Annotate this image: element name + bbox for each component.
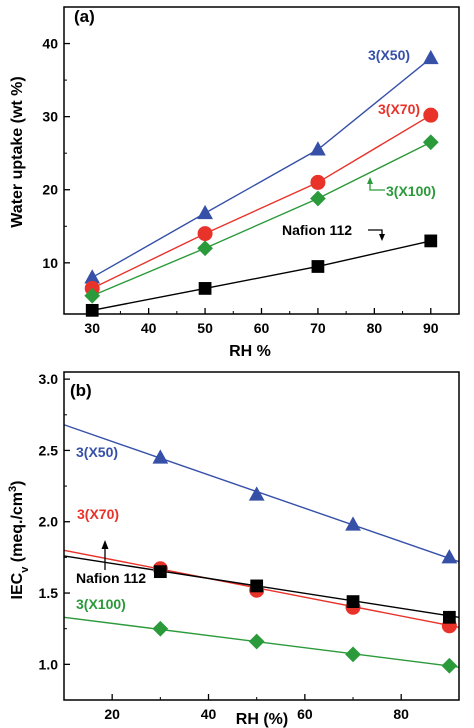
data-point-3-x50 (84, 269, 101, 284)
panel-b-plot-layer (63, 424, 460, 674)
panel-b-ticks: 20 40 60 80 1.0 1.5 2.0 2.5 3.0 (39, 371, 410, 722)
data-point-3-x50 (152, 449, 169, 464)
data-point-nafion-112 (198, 282, 212, 295)
panel-a-label-x100: 3(X100) (386, 183, 436, 199)
x-tick-label: 60 (297, 706, 313, 722)
y-tick-label: 30 (42, 109, 58, 125)
x-tick-label: 90 (423, 320, 439, 336)
data-point-3-x100 (345, 646, 361, 663)
series-line-nafion-112 (92, 240, 431, 312)
x-tick-label: 40 (201, 706, 217, 722)
y-tick-label: 1.0 (39, 656, 59, 672)
x-tick-label: 60 (254, 320, 270, 336)
data-point-3-x100 (248, 633, 265, 650)
panel-a-y-axis-title: Water uptake (wt %) (9, 76, 26, 227)
panel-a-label-x50: 3(X50) (368, 47, 410, 63)
series-fit-line-3-x50 (63, 424, 460, 563)
data-point-nafion-112 (442, 610, 456, 624)
x-tick-label: 80 (367, 320, 383, 336)
data-point-3-x100 (441, 657, 458, 674)
panel-b: 20 40 60 80 1.0 1.5 2.0 2.5 3.0 (b) RH (%) IECv … (7, 371, 460, 728)
panel-b-label-x70: 3(X70) (77, 506, 119, 522)
data-point-3-x70 (197, 226, 213, 242)
data-point-3-x50 (310, 141, 326, 156)
panel-b-frame (63, 371, 460, 701)
panel-a-label-x70: 3(X70) (378, 101, 420, 117)
panel-b-label-nafion: Nafion 112 (76, 570, 146, 586)
data-point-3-x50 (345, 516, 361, 531)
data-point-3-x100 (152, 620, 169, 637)
data-point-3-x50 (441, 549, 458, 564)
series-line-3-x70 (91, 114, 432, 290)
panel-a-arrowhead-nafion (379, 234, 385, 241)
data-point-nafion-112 (424, 234, 438, 248)
y-tick-label: 40 (42, 36, 58, 52)
y-tick-label: 2.0 (39, 514, 59, 530)
data-point-3-x100 (84, 287, 101, 304)
data-point-nafion-112 (346, 595, 360, 608)
panel-a-label-nafion: Nafion 112 (282, 222, 352, 238)
panel-a-arrow-x100 (369, 182, 385, 191)
data-point-nafion-112 (250, 579, 264, 593)
panel-a-tag: (a) (74, 7, 95, 26)
y-tick-label: 2.5 (39, 442, 59, 458)
panel-b-x-axis-title: RH (%) (236, 711, 288, 728)
x-tick-label: 30 (84, 320, 100, 336)
data-point-nafion-112 (153, 565, 167, 579)
data-point-3-x100 (197, 240, 213, 257)
panel-b-y-axis-title: IECv (meq./cm3) (7, 481, 31, 600)
data-point-3-x100 (422, 134, 439, 151)
data-point-3-x50 (422, 49, 439, 65)
data-point-3-x70 (310, 174, 326, 190)
series-line-3-x50 (91, 57, 432, 279)
series-line-3-x100 (91, 141, 432, 297)
x-tick-label: 50 (197, 320, 213, 336)
x-tick-label: 20 (104, 706, 120, 722)
panel-a-arrowhead-x100 (367, 177, 373, 184)
panel-a-plot-layer (84, 49, 439, 317)
panel-a-x-axis-title: RH % (229, 343, 271, 360)
panel-b-label-x50: 3(X50) (76, 444, 118, 460)
panel-a-ticks: 30 40 50 60 70 80 90 10 20 30 40 (42, 36, 438, 336)
data-point-3-x70 (423, 107, 439, 123)
data-point-3-x100 (310, 190, 326, 207)
y-tick-label: 10 (42, 255, 58, 271)
panel-a: 30 40 50 60 70 80 90 10 20 30 40 (a) RH % Water up… (9, 6, 460, 360)
panel-b-label-x100: 3(X100) (76, 596, 126, 612)
panel-b-tag: (b) (70, 381, 92, 400)
y-tick-label: 3.0 (39, 371, 59, 387)
x-tick-label: 40 (141, 320, 157, 336)
y-tick-label: 20 (42, 182, 58, 198)
data-point-3-x50 (197, 204, 213, 220)
x-tick-label: 80 (393, 706, 409, 722)
data-point-3-x50 (248, 486, 265, 501)
y-tick-label: 1.5 (39, 585, 59, 601)
x-tick-label: 70 (310, 320, 326, 336)
panel-b-arrowhead-nafion (101, 540, 109, 549)
data-point-nafion-112 (311, 260, 325, 273)
